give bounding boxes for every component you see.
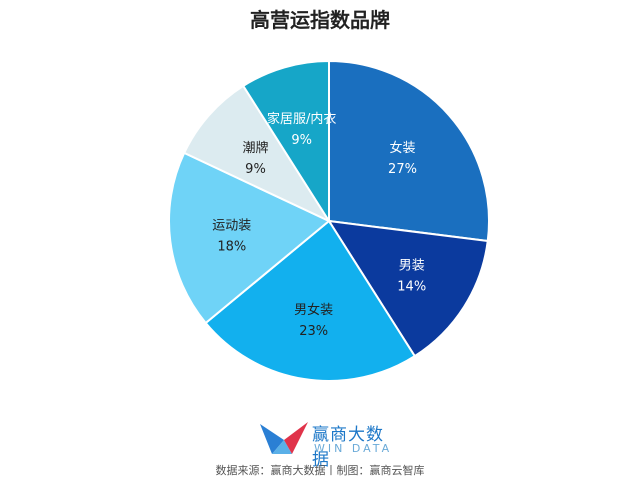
slice-label-3: 运动装 [212, 218, 251, 233]
pie-chart: 女装 27% 男装 14% 男女装 23% 运动装 18% 潮牌 9% 家居服/内衣 9% [168, 59, 490, 382]
pie-slice-4 [182, 84, 332, 224]
pie-slice-5 [241, 59, 330, 225]
slice-percent-5: 9% [291, 133, 312, 148]
win-data-logo: 赢商大数据 WIN DATA [258, 418, 398, 470]
slice-percent-0: 27% [388, 162, 417, 177]
chart-title: 高营运指数品牌 [250, 8, 390, 32]
slice-label-4: 潮牌 [242, 140, 268, 156]
logo-name: 赢商大数据 [312, 425, 384, 470]
slice-label-5: 家居服/内衣 [267, 111, 336, 127]
source-note: 数据来源：赢商大数据丨制图：赢商云智库 [215, 464, 425, 477]
slice-percent-3: 18% [217, 239, 246, 254]
slice-percent-1: 14% [397, 280, 426, 295]
pie-slice-1 [327, 219, 489, 358]
slice-label-2: 男女装 [294, 302, 333, 318]
slice-label-1: 男装 [399, 259, 425, 274]
pie-slice-2 [204, 219, 417, 382]
slice-label-0: 女装 [390, 140, 416, 156]
win-data-logo-icon [260, 422, 308, 454]
pie-slice-3 [168, 151, 331, 325]
slice-percent-2: 23% [299, 324, 328, 339]
pie-slice-0 [328, 59, 490, 243]
slice-percent-4: 9% [245, 162, 266, 177]
logo-english-name: WIN DATA [314, 442, 393, 455]
